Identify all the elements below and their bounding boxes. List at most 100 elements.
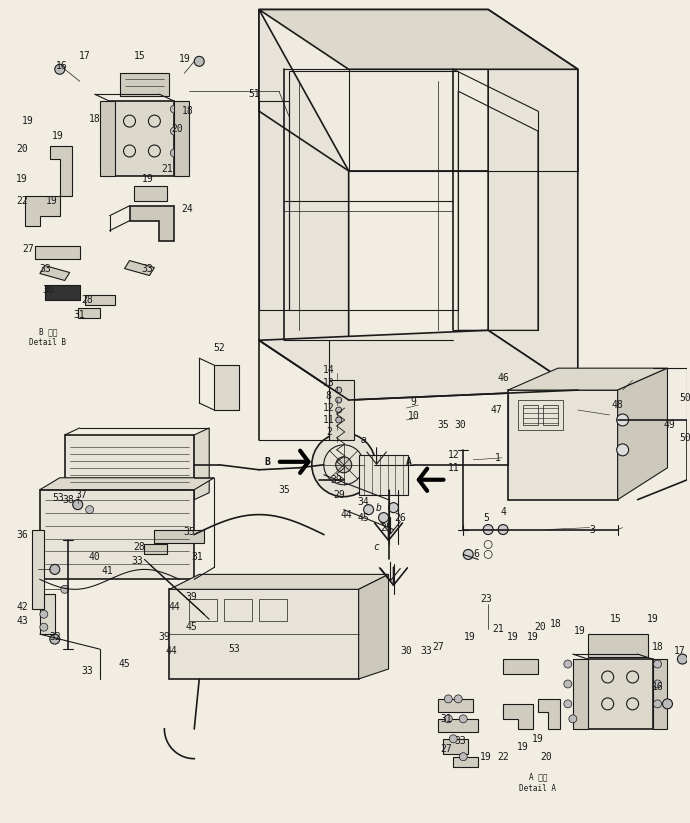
Polygon shape <box>85 295 115 305</box>
Text: 19: 19 <box>464 632 476 642</box>
Polygon shape <box>259 10 348 400</box>
Text: 39: 39 <box>186 593 197 602</box>
Text: 39: 39 <box>159 632 170 642</box>
Text: 41: 41 <box>101 566 113 576</box>
Circle shape <box>86 505 94 514</box>
Polygon shape <box>259 10 578 69</box>
Circle shape <box>444 715 452 723</box>
Circle shape <box>564 700 572 708</box>
Polygon shape <box>124 261 155 276</box>
Text: 27: 27 <box>22 244 34 253</box>
Text: 35: 35 <box>184 527 195 537</box>
Polygon shape <box>40 490 195 579</box>
Text: 44: 44 <box>168 602 180 612</box>
Text: 35: 35 <box>437 420 449 430</box>
Polygon shape <box>119 73 169 96</box>
Circle shape <box>364 504 373 514</box>
Circle shape <box>454 695 462 703</box>
Circle shape <box>336 397 342 403</box>
Text: 15: 15 <box>134 51 146 62</box>
Bar <box>523 405 538 425</box>
Text: c: c <box>373 542 380 552</box>
Polygon shape <box>508 368 667 390</box>
Polygon shape <box>503 704 533 729</box>
Text: A 詳細: A 詳細 <box>529 772 547 781</box>
Circle shape <box>336 417 342 423</box>
Polygon shape <box>618 368 667 500</box>
Polygon shape <box>453 756 478 767</box>
Circle shape <box>388 503 399 513</box>
Text: 2: 2 <box>326 427 332 437</box>
Polygon shape <box>169 589 359 679</box>
Text: 29: 29 <box>333 490 344 500</box>
Text: 18: 18 <box>89 114 101 124</box>
Text: 40: 40 <box>89 552 101 562</box>
Text: 42: 42 <box>16 602 28 612</box>
Text: 33: 33 <box>420 646 432 656</box>
Text: 19: 19 <box>647 614 658 624</box>
Text: 45: 45 <box>186 622 197 632</box>
Polygon shape <box>488 10 578 390</box>
Polygon shape <box>110 101 175 176</box>
Polygon shape <box>65 435 195 500</box>
Text: 19: 19 <box>179 54 190 64</box>
Text: 50: 50 <box>680 393 690 403</box>
Text: 35: 35 <box>278 485 290 495</box>
Bar <box>328 380 354 439</box>
Text: 44: 44 <box>341 509 353 519</box>
Circle shape <box>483 524 493 534</box>
Text: 33: 33 <box>39 263 50 273</box>
Text: 20: 20 <box>171 124 184 134</box>
Text: 5: 5 <box>483 513 489 523</box>
Text: 18: 18 <box>181 106 193 116</box>
Polygon shape <box>214 365 239 410</box>
Circle shape <box>617 414 629 426</box>
Text: 25: 25 <box>381 523 393 532</box>
Polygon shape <box>25 196 60 226</box>
Text: 20: 20 <box>16 144 28 154</box>
Polygon shape <box>438 699 473 712</box>
Circle shape <box>40 610 48 618</box>
Text: 14: 14 <box>323 365 335 375</box>
Text: 22: 22 <box>16 196 28 206</box>
Text: 19: 19 <box>16 174 28 184</box>
Text: b: b <box>375 503 382 513</box>
Text: B 詳細: B 詳細 <box>39 328 57 337</box>
Bar <box>32 529 44 609</box>
Text: 36: 36 <box>16 529 28 540</box>
Text: 16: 16 <box>651 682 663 692</box>
Text: 47: 47 <box>490 405 502 415</box>
Circle shape <box>106 149 114 157</box>
Polygon shape <box>130 206 175 240</box>
Polygon shape <box>35 245 80 258</box>
Circle shape <box>106 127 114 135</box>
Polygon shape <box>359 574 388 679</box>
Text: 46: 46 <box>497 373 509 384</box>
Text: 26: 26 <box>395 513 406 523</box>
Circle shape <box>50 565 60 574</box>
Text: 20: 20 <box>534 622 546 632</box>
Circle shape <box>617 444 629 456</box>
Text: 18: 18 <box>651 642 663 652</box>
Text: A: A <box>406 457 411 467</box>
Text: 30: 30 <box>401 646 413 656</box>
Text: 44: 44 <box>166 646 177 656</box>
Bar <box>40 594 55 635</box>
Text: 48: 48 <box>612 400 624 410</box>
Polygon shape <box>175 101 189 176</box>
Text: 12: 12 <box>447 450 459 460</box>
Text: 39: 39 <box>331 475 343 485</box>
Text: 17: 17 <box>673 646 685 656</box>
Polygon shape <box>78 309 99 319</box>
Polygon shape <box>259 10 578 171</box>
Circle shape <box>170 149 178 157</box>
Circle shape <box>312 433 375 496</box>
Circle shape <box>170 127 178 135</box>
Text: 1: 1 <box>495 453 501 463</box>
Circle shape <box>569 715 577 723</box>
Circle shape <box>564 660 572 668</box>
Text: 24: 24 <box>181 204 193 214</box>
Polygon shape <box>259 330 578 400</box>
Polygon shape <box>155 529 204 542</box>
Text: 52: 52 <box>213 343 225 353</box>
